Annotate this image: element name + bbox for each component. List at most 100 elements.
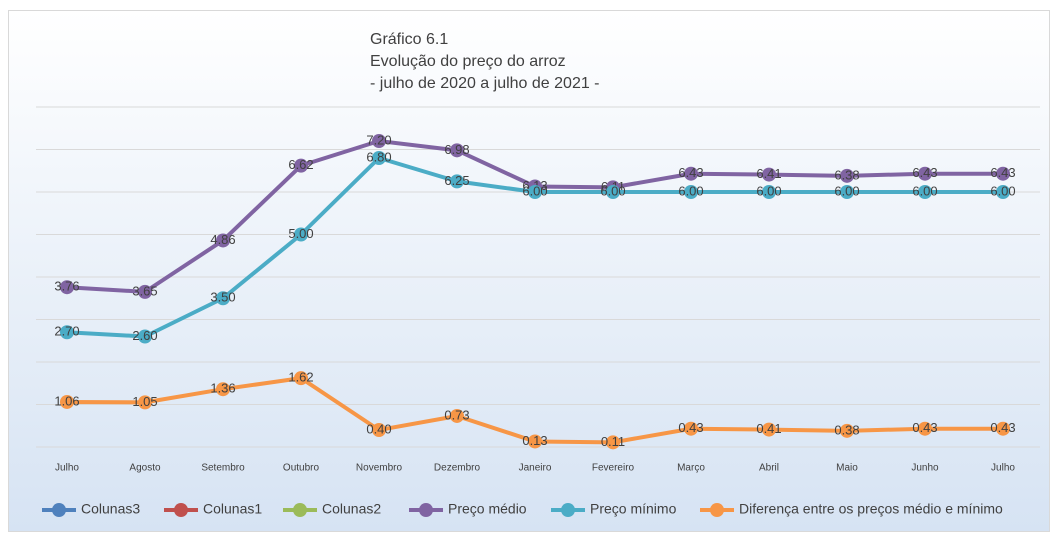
data-label: 6.43 <box>678 165 703 180</box>
legend-label: Diferença entre os preços médio e mínimo <box>739 501 1003 517</box>
x-tick-label: Julho <box>55 463 79 474</box>
x-tick-label: Abril <box>759 463 779 474</box>
data-label: 6.00 <box>990 183 1015 198</box>
point <box>372 151 386 165</box>
x-tick-label: Maio <box>836 463 858 474</box>
data-label: 2.70 <box>54 324 79 339</box>
point <box>294 227 308 242</box>
data-label: 0.11 <box>601 434 625 449</box>
chart-title: - julho de 2020 a julho de 2021 - <box>370 75 600 92</box>
data-label: 5.00 <box>288 226 313 241</box>
legend-swatch <box>561 503 575 517</box>
point <box>840 423 854 438</box>
data-label: 6.43 <box>912 165 937 180</box>
data-label: 6.38 <box>834 167 859 182</box>
legend-label: Colunas3 <box>81 501 140 517</box>
data-label: 1.05 <box>132 394 157 409</box>
point <box>450 408 464 423</box>
data-label: 0.43 <box>912 420 937 435</box>
point <box>918 185 932 199</box>
point <box>216 233 230 248</box>
data-label: 3.50 <box>210 290 235 305</box>
data-label: 6.00 <box>756 183 781 198</box>
x-tick-label: Dezembro <box>434 463 481 474</box>
x-tick-label: Setembro <box>201 463 245 474</box>
data-label: 6.00 <box>600 183 625 198</box>
data-label: 0.13 <box>522 433 547 448</box>
data-label: 6.00 <box>678 183 703 198</box>
legend-swatch <box>293 503 307 517</box>
point <box>372 423 386 437</box>
point <box>606 185 620 199</box>
point <box>528 185 542 199</box>
data-label: 0.43 <box>678 420 703 435</box>
data-label: 0.41 <box>756 421 781 436</box>
data-label: 1.62 <box>288 370 313 385</box>
x-tick-label: Novembro <box>356 463 403 474</box>
point <box>684 166 698 181</box>
point <box>294 158 308 173</box>
point <box>996 185 1010 199</box>
x-tick-label: Janeiro <box>519 463 552 474</box>
data-label: 6.00 <box>912 183 937 198</box>
data-label: 6.41 <box>756 166 781 181</box>
point <box>60 394 74 409</box>
legend-swatch <box>174 503 188 517</box>
data-label: 0.43 <box>990 420 1015 435</box>
point <box>762 422 776 437</box>
data-label: 6.25 <box>444 173 469 188</box>
data-label: 3.65 <box>132 283 157 298</box>
point <box>918 166 932 181</box>
x-tick-label: Março <box>677 463 705 474</box>
point <box>372 134 386 148</box>
data-label: 7.20 <box>366 132 391 147</box>
point <box>996 166 1010 181</box>
point <box>60 280 74 295</box>
data-label: 2.60 <box>132 328 157 343</box>
x-tick-label: Agosto <box>129 463 161 474</box>
data-label: 3.76 <box>54 279 79 294</box>
data-label: 0.38 <box>834 422 859 437</box>
data-label: 6.00 <box>522 183 547 198</box>
data-label: 4.86 <box>210 232 235 247</box>
data-label: 1.06 <box>54 393 79 408</box>
legend-label: Colunas2 <box>322 501 381 517</box>
point <box>216 291 230 306</box>
legend-swatch <box>52 503 66 517</box>
point <box>138 329 152 344</box>
data-label: 6.62 <box>288 157 313 172</box>
point <box>216 382 230 397</box>
chart-title: Gráfico 6.1 <box>370 31 448 48</box>
point <box>138 284 152 299</box>
point <box>528 434 542 449</box>
legend-swatch <box>419 503 433 517</box>
point <box>762 167 776 182</box>
data-label: 0.40 <box>366 421 391 436</box>
point <box>138 395 152 410</box>
x-tick-label: Fevereiro <box>592 463 635 474</box>
data-label: 6.43 <box>990 165 1015 180</box>
x-tick-label: Junho <box>911 463 939 474</box>
point <box>684 421 698 436</box>
point <box>60 325 74 340</box>
point <box>918 421 932 436</box>
point <box>840 185 854 199</box>
x-tick-label: Julho <box>991 463 1015 474</box>
data-label: 6.00 <box>834 183 859 198</box>
point <box>606 435 620 450</box>
point <box>840 168 854 183</box>
chart-title: Evolução do preço do arroz <box>370 53 566 70</box>
legend-swatch <box>710 503 724 517</box>
point <box>450 174 464 189</box>
point <box>762 185 776 199</box>
legend-label: Preço médio <box>448 501 527 517</box>
point <box>450 143 464 158</box>
point <box>684 185 698 199</box>
data-label: 0.73 <box>444 407 469 422</box>
data-label: 6.98 <box>444 142 469 157</box>
point <box>996 421 1010 436</box>
data-label: 1.36 <box>210 381 235 396</box>
data-label: 6.80 <box>366 149 391 164</box>
point <box>294 371 308 386</box>
